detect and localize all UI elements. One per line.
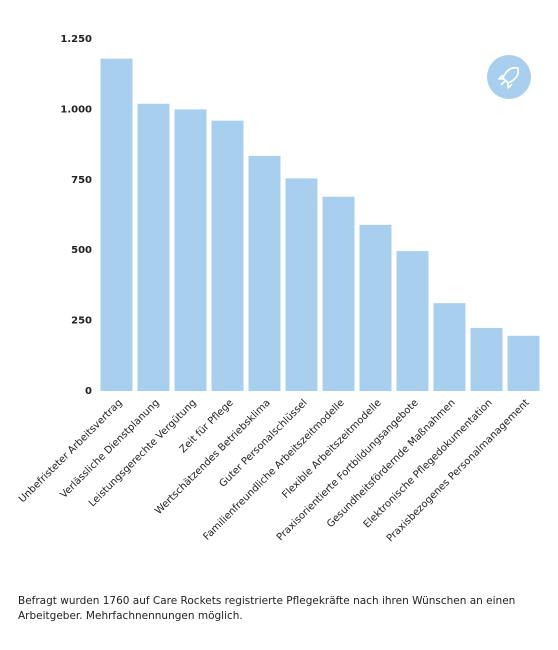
bar [211, 120, 244, 391]
y-tick-label: 1.000 [60, 104, 92, 115]
x-tick-label: Praxisbezogenes Personalmanagement [385, 397, 532, 544]
bar [174, 109, 207, 392]
bar [433, 303, 466, 391]
x-tick-label: Familienfreundliche Arbeitszeitmodelle [202, 397, 347, 542]
footnote: Befragt wurden 1760 auf Care Rockets reg… [18, 595, 516, 622]
bar [322, 196, 355, 391]
x-tick-label: Elektronische Pflegedokumentation [362, 397, 495, 530]
bar [507, 335, 540, 391]
bar [470, 327, 503, 391]
bar [396, 251, 429, 391]
x-tick-label: Gesundheitsfördernde Maßnahmen [325, 397, 458, 530]
bar [359, 224, 392, 391]
bar [100, 58, 133, 391]
y-tick-label: 250 [71, 316, 92, 327]
y-tick-label: 750 [71, 175, 92, 186]
y-tick-label: 500 [71, 245, 92, 256]
bar [248, 155, 281, 391]
rocket-icon [487, 55, 531, 99]
bar [137, 103, 170, 391]
bar [285, 178, 318, 391]
y-tick-label: 0 [85, 386, 92, 397]
y-tick-label: 1.250 [60, 34, 92, 45]
